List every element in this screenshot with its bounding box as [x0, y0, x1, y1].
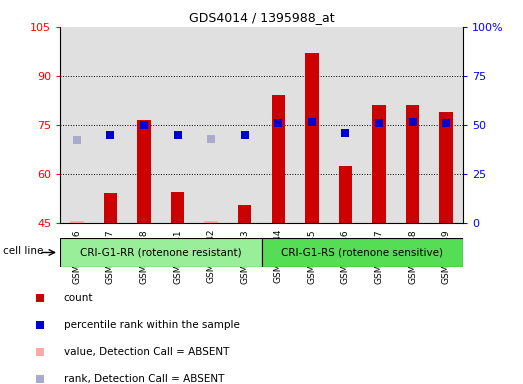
Point [106, 131, 115, 138]
Point [36, 322, 44, 328]
Text: rank, Detection Call = ABSENT: rank, Detection Call = ABSENT [64, 374, 224, 384]
Text: CRI-G1-RS (rotenone sensitive): CRI-G1-RS (rotenone sensitive) [281, 247, 443, 258]
Point [308, 119, 316, 125]
Text: count: count [64, 293, 93, 303]
Bar [238, 205, 252, 223]
Point [341, 129, 349, 136]
Bar [328, 27, 362, 223]
Bar [262, 238, 463, 267]
Bar [204, 221, 218, 223]
Text: percentile rank within the sample: percentile rank within the sample [64, 320, 240, 330]
Bar [161, 27, 195, 223]
Point [408, 119, 417, 125]
Bar [70, 221, 84, 223]
Bar [195, 27, 228, 223]
Bar [295, 27, 328, 223]
Bar [429, 27, 463, 223]
Bar [127, 27, 161, 223]
Bar [271, 95, 285, 223]
Text: cell line: cell line [3, 246, 43, 256]
Bar [262, 27, 295, 223]
Bar [406, 105, 419, 223]
Bar [362, 27, 396, 223]
Point [241, 131, 249, 138]
Bar [339, 166, 352, 223]
Point [174, 131, 182, 138]
Bar [372, 105, 385, 223]
Bar [60, 27, 94, 223]
Bar [138, 120, 151, 223]
Point [207, 136, 215, 142]
Point [375, 120, 383, 126]
Bar [104, 194, 117, 223]
Point [274, 120, 282, 126]
Bar [171, 192, 184, 223]
Point [36, 376, 44, 382]
Bar [94, 27, 127, 223]
Text: CRI-G1-RR (rotenone resistant): CRI-G1-RR (rotenone resistant) [80, 247, 242, 258]
Point [442, 120, 450, 126]
Bar [228, 27, 262, 223]
Bar [60, 238, 262, 267]
Point [36, 295, 44, 301]
Bar [396, 27, 429, 223]
Point [73, 137, 81, 144]
Text: value, Detection Call = ABSENT: value, Detection Call = ABSENT [64, 347, 229, 357]
Point [36, 349, 44, 355]
Title: GDS4014 / 1395988_at: GDS4014 / 1395988_at [189, 11, 334, 24]
Bar [305, 53, 319, 223]
Point [140, 122, 148, 128]
Bar [439, 112, 453, 223]
